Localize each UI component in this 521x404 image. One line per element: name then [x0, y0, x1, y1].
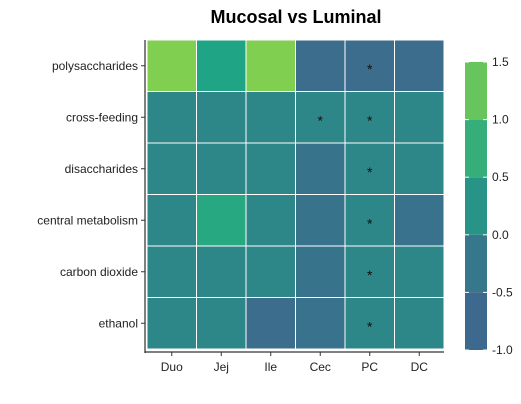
heatmap-cell [295, 142, 346, 195]
heatmap-cell [394, 297, 445, 350]
y-tick-label: central metabolism [37, 213, 138, 227]
significance-star: * [367, 164, 373, 180]
significance-markers: * * * * * * * [318, 61, 374, 335]
heatmap-cell [146, 297, 197, 350]
legend-tick-label: 0.5 [492, 170, 509, 184]
heatmap-cell [295, 194, 346, 247]
heatmap-cell [344, 91, 395, 144]
heatmap-cell [394, 142, 445, 195]
heatmap-cell [146, 245, 197, 298]
heatmap-cell [245, 142, 296, 195]
significance-star: * [318, 112, 324, 128]
heatmap-cell [295, 245, 346, 298]
heatmap-cell [394, 91, 445, 144]
heatmap-cell [196, 194, 247, 247]
heatmap-cell [394, 194, 445, 247]
significance-star: * [367, 215, 373, 231]
heatmap-cell [196, 39, 247, 92]
legend-tick-label: -1.0 [492, 343, 513, 357]
heatmap-cell [146, 194, 197, 247]
x-tick-label: Cec [310, 360, 331, 374]
legend-tick-label: 0.0 [492, 228, 509, 242]
y-tick-label: cross-feeding [66, 110, 138, 124]
x-axis: Duo Jej Ile Cec PC DC [145, 351, 444, 374]
legend-tick-label: 1.5 [492, 55, 509, 69]
significance-star: * [367, 112, 373, 128]
heatmap-cell [245, 194, 296, 247]
y-axis: polysaccharides cross-feeding disaccharide… [37, 40, 146, 353]
significance-star: * [367, 318, 373, 334]
legend-color-band [465, 292, 487, 350]
heatmap-cell [196, 245, 247, 298]
heatmap-cells [146, 39, 445, 350]
x-tick-label: Duo [161, 360, 183, 374]
significance-star: * [367, 267, 373, 283]
x-tick-label: DC [411, 360, 429, 374]
legend-tick-label: 1.0 [492, 113, 509, 127]
heatmap-cell [146, 142, 197, 195]
x-tick-label: Ile [264, 360, 277, 374]
heatmap-cell [196, 297, 247, 350]
heatmap-cell [196, 142, 247, 195]
heatmap-cell [245, 297, 296, 350]
legend-color-band [465, 119, 487, 178]
heatmap-cell [344, 39, 395, 92]
heatmap-cell [295, 39, 346, 92]
heatmap-cell [394, 39, 445, 92]
heatmap-cell [245, 39, 296, 92]
chart-title: Mucosal vs Luminal [210, 7, 381, 27]
heatmap-cell [146, 39, 197, 92]
heatmap-cell [295, 91, 346, 144]
heatmap-cell [344, 297, 395, 350]
color-legend: 1.5 1.0 0.5 0.0 -0.5 -1.0 [465, 55, 513, 357]
heatmap-cell [196, 91, 247, 144]
heatmap-cell [245, 91, 296, 144]
heatmap-cell [245, 245, 296, 298]
legend-color-band [465, 62, 487, 120]
x-tick-label: Jej [214, 360, 229, 374]
x-tick-label: PC [361, 360, 378, 374]
y-tick-label: disaccharides [65, 162, 138, 176]
y-tick-label: carbon dioxide [60, 265, 138, 279]
legend-tick-label: -0.5 [492, 285, 513, 299]
legend-color-band [465, 177, 487, 235]
heatmap-cell [146, 91, 197, 144]
significance-star: * [367, 61, 373, 77]
heatmap-cell [344, 245, 395, 298]
heatmap-cell [295, 297, 346, 350]
heatmap-cell [394, 245, 445, 298]
y-tick-label: polysaccharides [52, 59, 138, 73]
y-tick-label: ethanol [99, 316, 138, 330]
legend-color-band [465, 234, 487, 293]
